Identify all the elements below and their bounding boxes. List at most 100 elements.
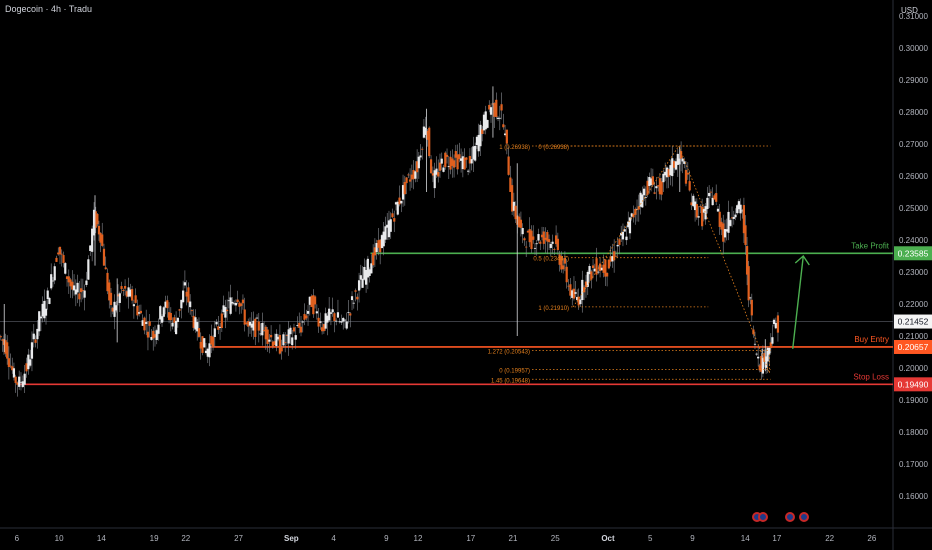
candle-body	[662, 173, 665, 183]
candle-body	[761, 358, 765, 374]
x-tick-label: 17	[772, 534, 781, 543]
candle-body	[377, 240, 380, 248]
candle-body	[141, 320, 144, 326]
candle-body	[208, 343, 211, 358]
candle-body	[97, 225, 101, 235]
candle-body	[62, 255, 65, 263]
candle-body	[727, 211, 730, 233]
candle-body	[567, 285, 570, 287]
y-tick-label: 0.31000	[899, 12, 928, 21]
candle-body	[702, 209, 705, 213]
candle-body	[604, 259, 607, 277]
candle-body	[138, 312, 141, 314]
currency-label[interactable]: USD	[901, 6, 918, 15]
candle-body	[569, 284, 572, 296]
x-tick-label: 21	[509, 534, 518, 543]
candle-body	[234, 302, 238, 306]
candle-body	[178, 309, 181, 311]
candle-body	[380, 235, 384, 249]
candle-body	[658, 178, 661, 195]
candle-body	[493, 103, 496, 117]
y-tick-label: 0.16000	[899, 492, 928, 501]
current-price-tag-text: 0.21452	[898, 317, 929, 327]
candle-body	[742, 205, 746, 234]
candle-body	[597, 271, 600, 273]
candle-body	[544, 237, 547, 240]
candle-body	[192, 315, 195, 328]
candle-body	[674, 161, 678, 170]
candle-body	[187, 287, 190, 303]
candle-body	[34, 339, 37, 343]
y-tick-label: 0.29000	[899, 76, 928, 85]
candle-body	[326, 315, 329, 323]
candle-body	[233, 303, 236, 305]
candle-body	[196, 322, 199, 332]
candle-body	[692, 195, 695, 207]
candle-body	[540, 234, 544, 238]
candle-body	[519, 219, 523, 228]
candle-body	[175, 320, 178, 335]
candle-body	[595, 258, 598, 275]
candle-body	[776, 315, 780, 333]
candle-body	[0, 336, 2, 338]
candle-body	[80, 288, 83, 293]
candle-body	[486, 120, 489, 128]
fib-extension-second-level-label: 1.45 (0.19648)	[491, 378, 530, 384]
y-tick-label: 0.21000	[899, 332, 928, 341]
candle-body	[716, 208, 720, 212]
candle-body	[343, 319, 347, 321]
candle-body	[218, 326, 222, 329]
candle-body	[475, 136, 479, 146]
x-tick-label: 6	[15, 534, 20, 543]
level-price-tag-bg	[894, 377, 932, 392]
x-tick-label: 26	[867, 534, 876, 543]
candle-body	[660, 181, 663, 195]
fib-extension-second-level-label: 0 (0.19957)	[499, 368, 530, 374]
candle-body	[152, 330, 155, 339]
candle-body	[757, 356, 760, 359]
candle-body	[651, 176, 654, 185]
candle-body	[514, 205, 517, 220]
candle-body	[758, 365, 761, 371]
candle-body	[465, 157, 468, 160]
candle-body	[29, 359, 32, 366]
event-flag-icon[interactable]	[758, 512, 768, 522]
candle-body	[431, 173, 435, 176]
candle-body	[488, 104, 491, 110]
candle-body	[333, 313, 336, 322]
candle-body	[342, 317, 345, 322]
x-tick-label: 12	[414, 534, 423, 543]
candle-body	[428, 127, 431, 157]
candle-body	[60, 253, 63, 255]
candle-body	[336, 312, 340, 318]
candle-body	[227, 300, 230, 302]
candle-body	[23, 373, 26, 385]
event-flag-icon[interactable]	[799, 512, 809, 522]
candle-body	[41, 303, 44, 317]
candle-body	[628, 217, 632, 234]
candle-body	[438, 162, 442, 171]
candle-body	[556, 238, 559, 251]
event-flag-icon[interactable]	[785, 512, 795, 522]
candle-body	[606, 272, 609, 277]
candle-body	[259, 333, 262, 335]
candle-body	[331, 309, 334, 313]
candle-body	[102, 248, 106, 266]
candle-body	[683, 161, 686, 164]
candle-body	[732, 216, 735, 219]
candle-body	[53, 266, 56, 281]
candle-body	[352, 302, 355, 304]
candle-body	[537, 234, 540, 241]
candle-body	[715, 193, 718, 202]
candle-body	[620, 232, 623, 236]
candle-body	[310, 295, 313, 307]
candle-body	[278, 334, 281, 354]
y-tick-label: 0.19000	[899, 396, 928, 405]
candle-body	[639, 192, 642, 207]
candle-body	[190, 310, 194, 312]
candle-body	[433, 170, 436, 189]
candle-body	[532, 236, 535, 240]
candle-body	[19, 381, 23, 383]
candle-body	[511, 185, 514, 212]
